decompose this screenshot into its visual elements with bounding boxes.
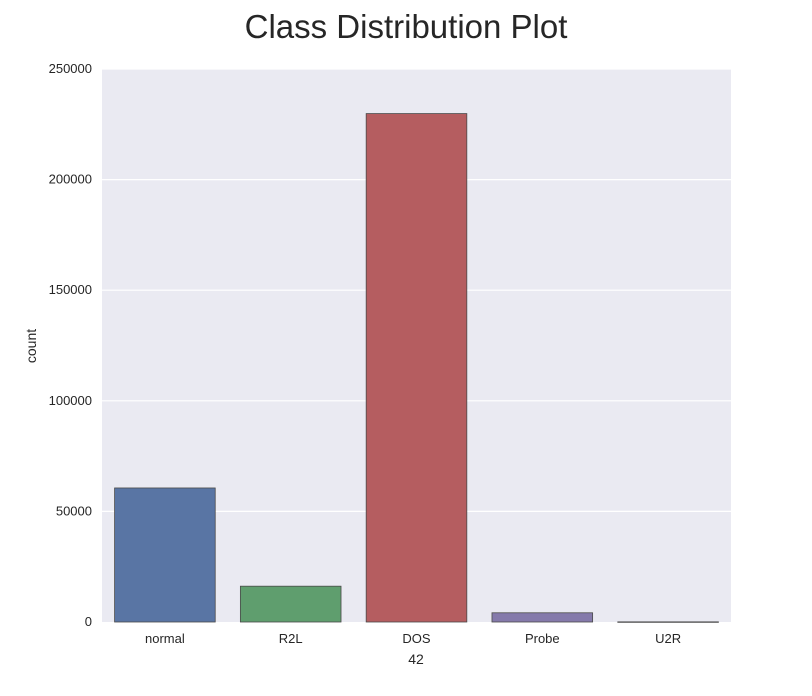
bars <box>114 113 719 623</box>
bar-dos <box>365 113 468 623</box>
bar-r2l <box>239 585 342 623</box>
x-axis-label: 42 <box>408 651 424 667</box>
y-tick-label: 100000 <box>49 393 92 408</box>
x-tick-label: R2L <box>279 631 303 646</box>
bar-normal <box>114 487 216 623</box>
x-tick-label: DOS <box>402 631 431 646</box>
bar-probe <box>491 612 594 623</box>
x-tick-label: normal <box>145 631 185 646</box>
x-axis-ticks: normal R2L DOS Probe U2R <box>145 631 681 646</box>
y-axis-label: count <box>23 329 39 363</box>
y-tick-label: 250000 <box>49 61 92 76</box>
x-tick-label: U2R <box>655 631 681 646</box>
y-tick-label: 0 <box>85 614 92 629</box>
y-tick-label: 50000 <box>56 503 92 518</box>
bar-u2r <box>617 621 719 623</box>
x-tick-label: Probe <box>525 631 560 646</box>
y-tick-label: 150000 <box>49 282 92 297</box>
chart-title: Class Distribution Plot <box>245 8 568 45</box>
y-axis-ticks: 0 50000 100000 150000 200000 250000 <box>49 61 92 629</box>
y-tick-label: 200000 <box>49 172 92 187</box>
